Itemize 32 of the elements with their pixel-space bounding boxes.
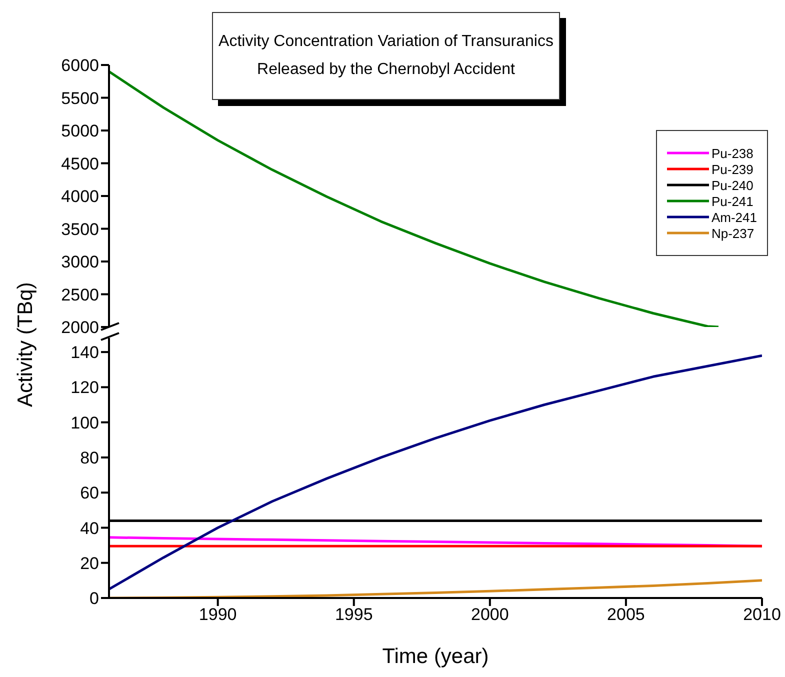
y-tick-label: 4000: [61, 187, 99, 206]
y-tick-label: 0: [90, 589, 99, 608]
text: Pu-240: [711, 178, 754, 192]
y-tick-label: 140: [70, 343, 99, 362]
y-tick-label: 6000: [61, 56, 99, 76]
text: Np-237: [711, 226, 754, 240]
text: Am-241: [711, 210, 757, 224]
y-tick-label: 5500: [61, 88, 99, 108]
y-tick-label: 3000: [61, 252, 99, 272]
text: Pu-239: [711, 162, 754, 176]
y-tick-label: 3500: [61, 220, 99, 239]
x-axis-title: Time (year): [382, 645, 489, 668]
x-tick-label: 2010: [743, 605, 781, 624]
y-tick-label: 5000: [61, 122, 99, 141]
legend-label: Pu-241: [711, 194, 754, 208]
y-tick-label: 60: [80, 484, 99, 503]
chart-title: Activity Concentration Variation of Transuranics Released by the Chernobyl Accident: [212, 12, 560, 100]
y-tick-label: 100: [70, 413, 99, 432]
y-tick-label: 120: [70, 378, 99, 398]
y-tick-label: 2500: [61, 285, 99, 304]
x-tick-label: 1995: [334, 605, 373, 624]
y-tick-label: 2000: [61, 318, 99, 338]
text: Pu-238: [711, 146, 754, 160]
y-axis-title: Activity (TBq): [13, 282, 38, 410]
line-series: [109, 354, 762, 590]
y-tick-label: 40: [80, 518, 99, 538]
x-tick-label: 1990: [198, 605, 237, 624]
y-tick-label: 80: [80, 448, 99, 468]
x-tick-label: 2005: [607, 605, 645, 624]
y-tick-label: 20: [80, 554, 99, 573]
x-tick-label: 2000: [471, 605, 509, 624]
y-tick-label: 4500: [61, 154, 99, 174]
